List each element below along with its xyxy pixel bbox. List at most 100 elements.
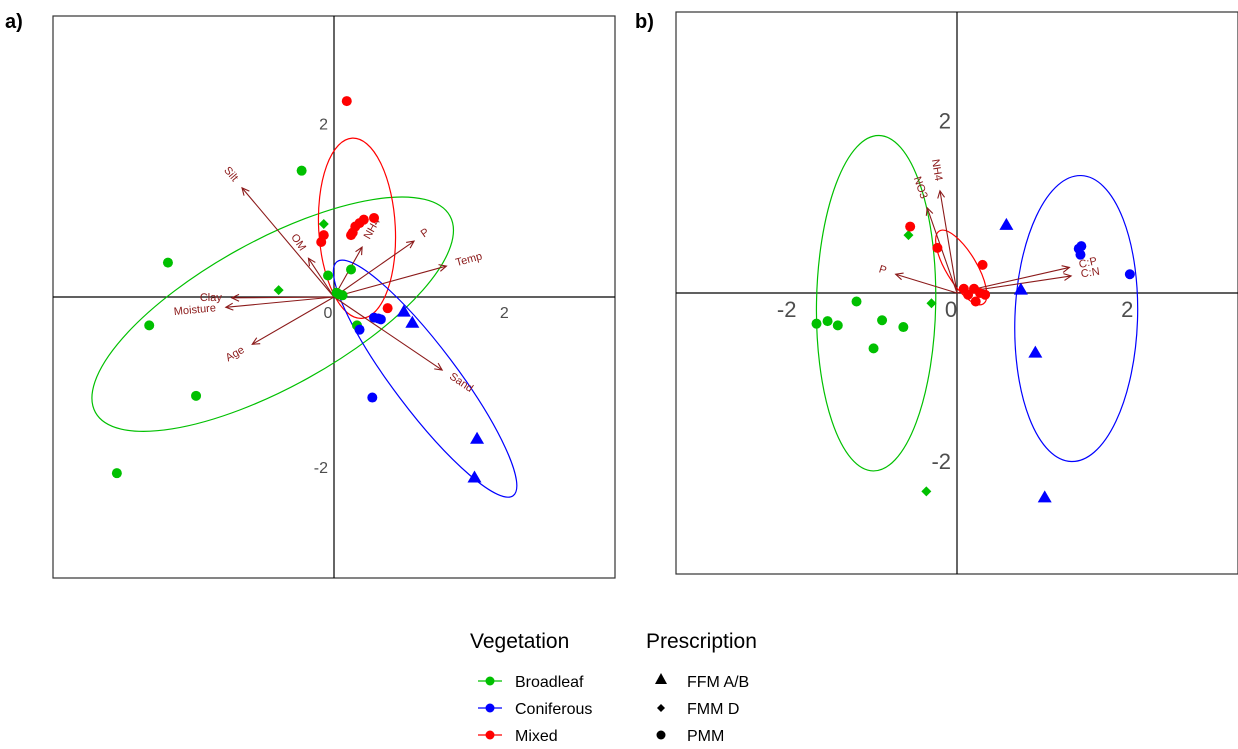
loading-arrow: Moisture (173, 296, 335, 318)
ellipse-mixed (317, 137, 397, 319)
arrow-label: Moisture (173, 302, 216, 318)
data-point-circle (191, 390, 202, 401)
data-point-circle (977, 259, 988, 270)
data-point-triangle (467, 470, 482, 483)
arrow-label: Clay (200, 292, 223, 304)
arrow-shaft (333, 296, 443, 371)
data-point-diamond (273, 285, 284, 296)
legend-prescription-item: PMM (656, 728, 724, 745)
data-point-diamond (921, 486, 932, 497)
data-point-circle (898, 322, 909, 333)
arrow-label: C:N (1080, 266, 1101, 281)
legend-circle-icon (656, 730, 666, 740)
x-tick-label: 0 (324, 305, 333, 322)
arrow-label: NH4 (929, 158, 944, 182)
arrow-shaft (251, 296, 335, 345)
arrow-head (355, 246, 363, 256)
arrow-label: Temp (454, 250, 483, 269)
data-point-circle (337, 290, 348, 301)
data-point-circle (346, 264, 357, 275)
loading-arrow: P (877, 263, 958, 294)
legend-vegetation-item: Mixed (478, 728, 558, 745)
data-point-circle (932, 242, 943, 253)
y-tick-label: -2 (314, 460, 328, 477)
legend-prescription-title: Prescription (646, 630, 757, 653)
ellipse-broadleaf (815, 134, 937, 472)
x-tick-label: 2 (1121, 297, 1133, 322)
panel-b-label: b) (635, 11, 654, 33)
legend-prescription-item: FFM A/B (655, 673, 749, 691)
arrow-shaft (225, 296, 335, 308)
legend-label-ffm: FFM A/B (687, 674, 749, 691)
legend-prescription-item: FMM D (657, 701, 739, 718)
ellipse-mixed (935, 229, 988, 306)
arrow-head (307, 257, 316, 267)
loading-arrow: P (333, 226, 432, 298)
data-point-circle (1076, 241, 1087, 252)
arrow-shaft (939, 190, 958, 294)
data-point-triangle (999, 217, 1014, 230)
data-point-circle (1124, 269, 1135, 280)
y-tick-label: 2 (319, 116, 328, 133)
data-point-circle (144, 320, 155, 331)
data-point-circle (111, 468, 122, 479)
loading-arrow: Clay (200, 292, 335, 304)
legend-label-mixed: Mixed (515, 728, 558, 745)
legend-label-broadleaf: Broadleaf (515, 674, 584, 691)
loading-arrow: Silt (221, 165, 335, 298)
data-point-triangle (470, 431, 485, 444)
data-point-triangle (1013, 282, 1028, 295)
loading-arrow: NH4 (929, 158, 958, 294)
arrow-shaft (333, 265, 447, 298)
arrow-head (434, 362, 444, 371)
arrow-label: P (419, 226, 432, 240)
ellipse-coniferous (332, 259, 518, 498)
data-point-circle (341, 96, 352, 107)
y-tick-label: 2 (939, 109, 951, 134)
legend-vegetation-item: Coniferous (478, 701, 592, 718)
x-tick-label: 2 (500, 305, 509, 322)
data-point-circle (382, 303, 393, 314)
data-point-circle (162, 257, 173, 268)
panel-a-label: a) (5, 11, 23, 33)
arrow-label: NO3 (911, 175, 930, 200)
data-point-diamond (318, 218, 329, 229)
arrow-shaft (895, 273, 958, 294)
arrow-shaft (241, 187, 335, 298)
x-tick-label: -2 (777, 297, 797, 322)
arrow-head (438, 264, 448, 272)
data-point-triangle (1028, 345, 1043, 358)
legend-label-pmm: PMM (687, 728, 724, 745)
data-point-circle (822, 316, 833, 327)
data-point-circle (375, 314, 386, 325)
legend-vegetation: Vegetation Broadleaf Coniferous Mixed (470, 630, 592, 745)
legend-vegetation-item: Broadleaf (478, 674, 584, 691)
arrow-label: Age (224, 344, 247, 364)
legend-label-coniferous: Coniferous (515, 701, 592, 718)
arrow-shaft (231, 296, 335, 299)
arrow-head (1061, 265, 1071, 273)
legend-vegetation-title: Vegetation (470, 630, 569, 653)
data-point-circle (346, 230, 357, 241)
arrow-head (894, 272, 904, 281)
y-tick-label: -2 (931, 449, 951, 474)
data-point-circle (367, 392, 378, 403)
arrow-shaft (333, 240, 415, 298)
data-point-circle (316, 237, 327, 248)
data-point-circle (905, 221, 916, 232)
data-point-circle (323, 270, 334, 281)
legend-label-fmm: FMM D (687, 701, 739, 718)
data-point-circle (358, 214, 369, 225)
arrow-head (230, 293, 240, 302)
legend-prescription: Prescription FFM A/B FMM D PMM (646, 630, 757, 745)
data-point-circle (296, 165, 307, 176)
ellipse-broadleaf (91, 196, 455, 432)
legend-diamond-icon (657, 704, 665, 712)
arrow-head (251, 337, 261, 345)
data-point-circle (354, 324, 365, 335)
legend-dot-coniferous (485, 703, 495, 713)
arrow-head (406, 240, 416, 249)
arrow-head (925, 206, 934, 216)
